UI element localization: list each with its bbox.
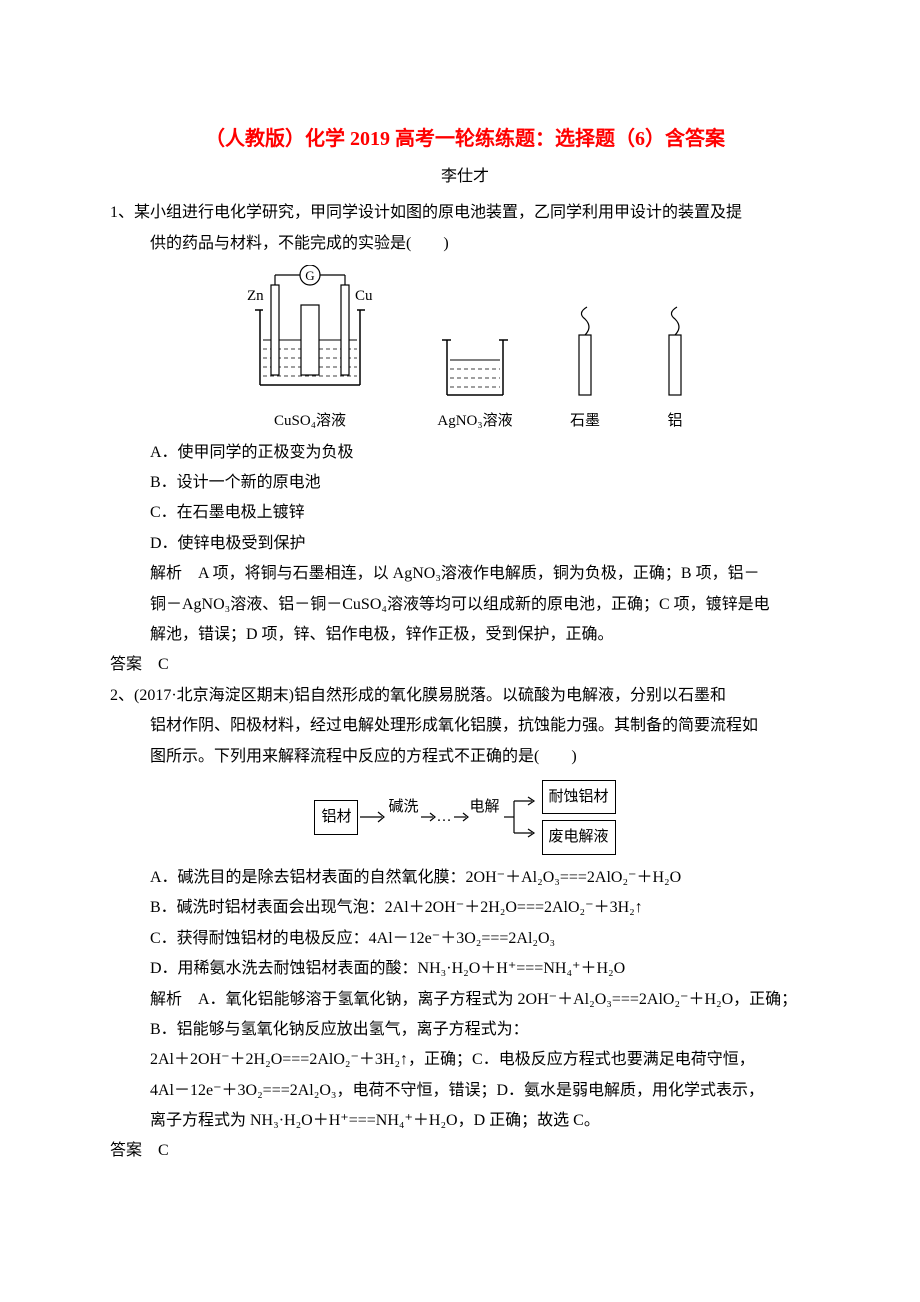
- q2-stem-line3: 图所示。下列用来解释流程中反应的方程式不正确的是( ): [110, 742, 820, 772]
- cu-label: Cu: [355, 288, 373, 304]
- q2-option-c: C．获得耐蚀铝材的电极反应：4Al－12e⁻＋3O₂===2Al₂O₃: [110, 924, 820, 954]
- q2-option-a: A．碱洗目的是除去铝材表面的自然氧化膜：2OH⁻＋Al₂O₃===2AlO₂⁻＋…: [110, 863, 820, 893]
- q1-fig-al: 铝: [655, 305, 695, 436]
- q2-answer: 答案 C: [110, 1136, 820, 1166]
- q1-option-c: C．在石墨电极上镀锌: [110, 498, 820, 528]
- q1-option-a: A．使甲同学的正极变为负极: [110, 438, 820, 468]
- q2-explain-l4: 4Al－12e⁻＋3O₂===2Al₂O₃，电荷不守恒，错误；D．氨水是弱电解质…: [110, 1076, 820, 1106]
- graphite-label: 石墨: [570, 407, 600, 436]
- q1-explain-l3: 解池，错误；D 项，锌、铝作电极，锌作正极，受到保护，正确。: [110, 620, 820, 650]
- q1-stem-line2: 供的药品与材料，不能完成的实验是( ): [110, 229, 820, 259]
- q2-stem-line1: 2、(2017·北京海淀区期末)铝自然形成的氧化膜易脱落。以硫酸为电解液，分别以…: [110, 681, 820, 711]
- q2-explain-l5: 离子方程式为 NH₃·H₂O＋H⁺===NH₄⁺＋H₂O，D 正确；故选 C。: [110, 1106, 820, 1136]
- q2-stem-line2: 铝材作阴、阳极材料，经过电解处理形成氧化铝膜，抗蚀能力强。其制备的简要流程如: [110, 711, 820, 741]
- flow-output-column: 耐蚀铝材 废电解液: [542, 780, 616, 855]
- q1-fig-cell: G Zn Cu C: [235, 265, 385, 436]
- q2-explain-l3: 2Al＋2OH⁻＋2H₂O===2AlO₂⁻＋3H₂↑，正确；C．电极反应方程式…: [110, 1045, 820, 1075]
- q1-option-b: B．设计一个新的原电池: [110, 468, 820, 498]
- flow-box-aluminum: 铝材: [314, 800, 358, 835]
- flow-label-wash: 碱洗: [388, 793, 418, 822]
- arrow-icon: [358, 808, 388, 826]
- flow-box-product: 耐蚀铝材: [542, 780, 616, 815]
- al-label: 铝: [667, 407, 682, 436]
- document-page: （人教版）化学 2019 高考一轮练练题：选择题（6）含答案 李仕才 1、某小组…: [0, 0, 920, 1247]
- aluminum-electrode-icon: [655, 305, 695, 405]
- q1-explain-l1: 解析 A 项，将铜与石墨相连，以 AgNO₃溶液作电解质，铜为负极，正确；B 项…: [110, 559, 820, 589]
- arrow-icon: [452, 808, 470, 826]
- agno3-label: AgNO₃溶液: [437, 407, 512, 436]
- q1-answer: 答案 C: [110, 650, 820, 680]
- q1-fig-agno3: AgNO₃溶液: [435, 325, 515, 436]
- flow-dots: …: [437, 803, 452, 832]
- flow-box-waste: 废电解液: [542, 820, 616, 855]
- cuso4-label: CuSO₄溶液: [274, 407, 346, 436]
- flow-label-electrolysis: 电解: [470, 793, 500, 822]
- beaker-icon: [435, 325, 515, 405]
- q1-fig-graphite: 石墨: [565, 305, 605, 436]
- q2-explain-l1: 解析 A．氧化铝能够溶于氢氧化钠，离子方程式为 2OH⁻＋Al₂O₃===2Al…: [110, 985, 820, 1015]
- q1-explain-l2: 铜－AgNO₃溶液、铝－铜－CuSO₄溶液等均可以组成新的原电池，正确；C 项，…: [110, 590, 820, 620]
- galvanometer-label: G: [305, 268, 314, 283]
- page-title: （人教版）化学 2019 高考一轮练练题：选择题（6）含答案: [110, 120, 820, 158]
- q2-option-d: D．用稀氨水洗去耐蚀铝材表面的酸：NH₃·H₂O＋H⁺===NH₄⁺＋H₂O: [110, 954, 820, 984]
- arrow-icon: [419, 808, 437, 826]
- graphite-electrode-icon: [565, 305, 605, 405]
- q2-explain-l2: B．铝能够与氢氧化钠反应放出氢气，离子方程式为：: [110, 1015, 820, 1045]
- q2-option-b: B．碱洗时铝材表面会出现气泡：2Al＋2OH⁻＋2H₂O===2AlO₂⁻＋3H…: [110, 893, 820, 923]
- zn-label: Zn: [247, 288, 264, 304]
- branch-arrow-icon: [500, 789, 540, 845]
- q1-stem-line1: 1、某小组进行电化学研究，甲同学设计如图的原电池装置，乙同学利用甲设计的装置及提: [110, 198, 820, 228]
- q2-flow-figure: 铝材 碱洗 … 电解 耐蚀铝材 废电解液: [110, 780, 820, 855]
- galvanic-cell-icon: G Zn Cu: [235, 265, 385, 405]
- author-line: 李仕才: [110, 162, 820, 192]
- q1-figure-row: G Zn Cu C: [110, 265, 820, 436]
- q1-option-d: D．使锌电极受到保护: [110, 529, 820, 559]
